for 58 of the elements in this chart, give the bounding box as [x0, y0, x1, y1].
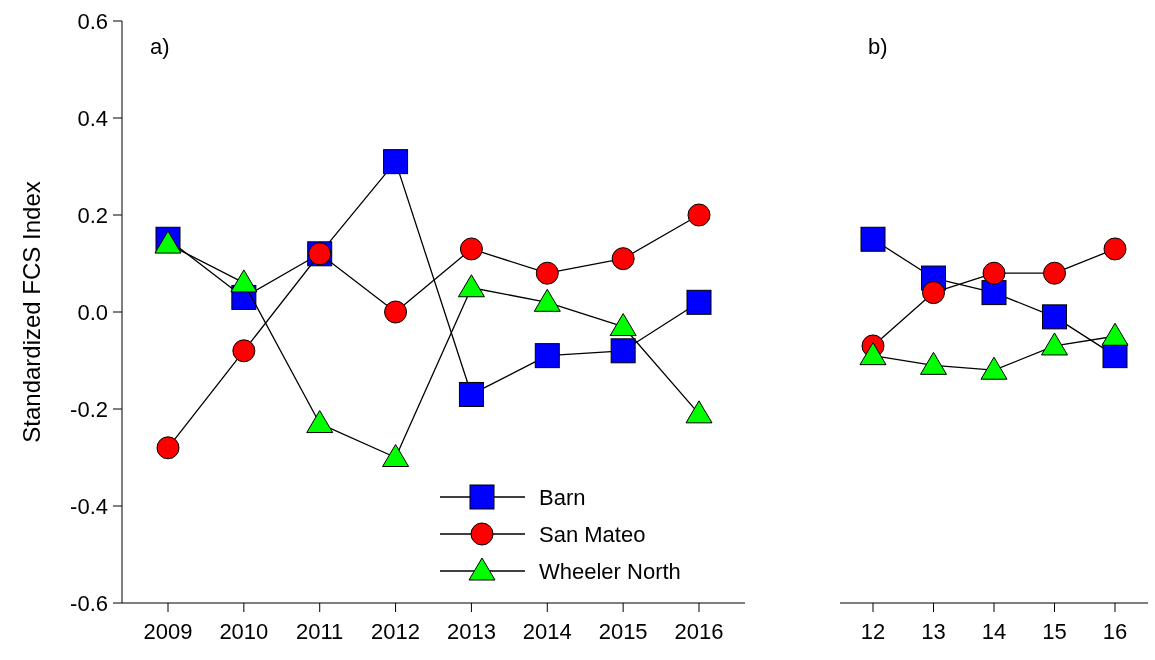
- point: [232, 339, 256, 363]
- y-tick-label: 0.4: [77, 106, 108, 131]
- y-tick-label: 0.0: [77, 300, 108, 325]
- point: [382, 444, 410, 467]
- point: [980, 356, 1008, 380]
- point: [686, 289, 712, 315]
- x-tick-label: 2012: [371, 619, 421, 644]
- point: [1103, 237, 1127, 261]
- point: [860, 226, 886, 252]
- point: [610, 338, 636, 364]
- x-tick-label: 2015: [598, 619, 648, 644]
- point: [156, 436, 180, 460]
- x-tick-label: 14: [981, 619, 1007, 644]
- legend-label: Barn: [539, 485, 586, 510]
- annotation: b): [868, 34, 888, 59]
- y-tick-label: -0.2: [70, 397, 108, 422]
- x-tick-label: 13: [921, 619, 946, 644]
- legend-label: Wheeler North: [539, 559, 681, 584]
- point: [384, 300, 408, 324]
- point: [306, 410, 334, 434]
- annotation: a): [150, 34, 170, 59]
- point: [1101, 322, 1129, 346]
- x-tick-label: 2011: [296, 619, 344, 644]
- x-tick-label: 2010: [219, 619, 269, 644]
- point: [609, 313, 637, 337]
- point: [1043, 261, 1066, 285]
- point: [458, 381, 484, 407]
- point: [859, 342, 887, 366]
- y-tick-label: 0.6: [77, 9, 108, 34]
- point: [383, 149, 409, 175]
- x-tick-label: 16: [1102, 619, 1128, 644]
- point: [982, 261, 1006, 285]
- x-tick-label: 2014: [522, 619, 572, 644]
- point: [685, 400, 713, 424]
- point: [459, 237, 483, 261]
- y-tick-label: -0.6: [70, 591, 108, 616]
- x-tick-label: 12: [860, 619, 886, 644]
- point: [1102, 343, 1128, 369]
- point: [1041, 332, 1068, 356]
- y-axis-title: Standardized FCS Index: [18, 181, 45, 443]
- x-tick-label: 2013: [446, 619, 496, 644]
- point: [611, 247, 635, 271]
- point: [687, 203, 711, 227]
- point: [534, 343, 560, 369]
- y-tick-label: 0.2: [77, 203, 108, 228]
- x-tick-label: 2009: [143, 619, 193, 644]
- y-tick-label: -0.4: [70, 494, 108, 519]
- point: [230, 269, 258, 293]
- point: [457, 274, 485, 298]
- point: [922, 281, 945, 305]
- point: [981, 280, 1007, 306]
- point: [533, 288, 561, 312]
- point: [1042, 304, 1067, 330]
- x-tick-label: 15: [1042, 619, 1067, 644]
- x-tick-label: 2016: [674, 619, 724, 644]
- point: [920, 351, 947, 375]
- legend-label: San Mateo: [539, 522, 646, 547]
- point: [535, 261, 559, 285]
